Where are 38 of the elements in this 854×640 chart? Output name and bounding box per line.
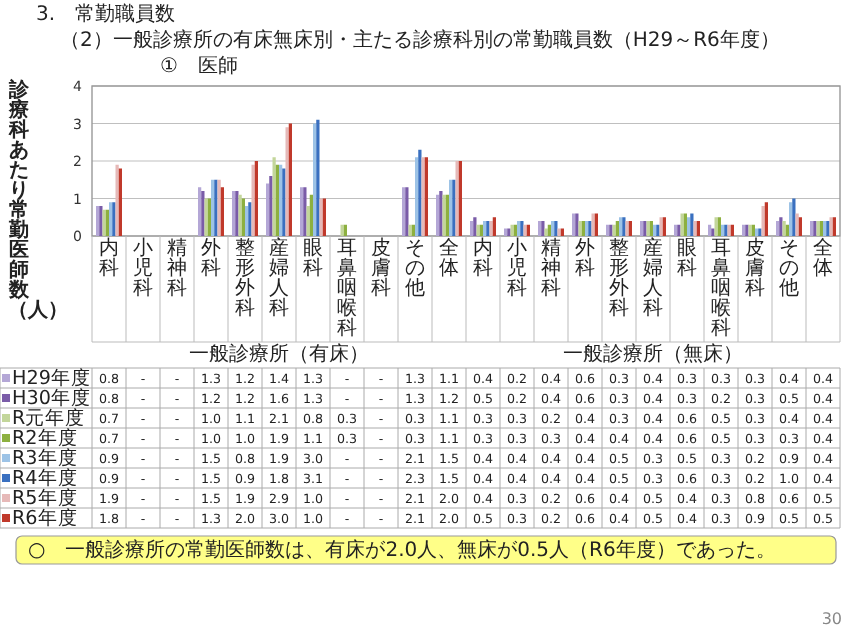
legend-label: R6年度 — [12, 507, 78, 529]
text: ① 医師 — [160, 56, 238, 78]
x-tick-label: 産婦人科 — [267, 238, 291, 320]
x-tick-label: 精神科 — [539, 238, 563, 300]
text: ○ 一般診療所の常勤医師数は、有床が2.0人、無床が0.5人（R6年度）であった。 — [28, 539, 776, 561]
x-tick-label: 整形外科 — [607, 238, 631, 320]
x-tick-label: 内科 — [97, 238, 121, 280]
text: 一般診療所（無床） — [561, 344, 745, 366]
x-tick-label: 内科 — [471, 238, 495, 280]
legend-label: H30年度 — [12, 387, 91, 409]
legend-label: R4年度 — [12, 467, 78, 489]
legend-label: R5年度 — [12, 487, 78, 509]
x-tick-label: 産婦人科 — [641, 238, 665, 320]
text: 30 — [821, 608, 842, 630]
x-tick-label: その他 — [777, 238, 801, 300]
x-tick-label: 整形外科 — [233, 238, 257, 320]
x-tick-label: 皮膚科 — [369, 238, 393, 300]
x-tick-label: 小児科 — [505, 238, 529, 300]
x-tick-label: 耳鼻咽喉科 — [709, 238, 733, 340]
legend-label: R元年度 — [12, 407, 86, 429]
chart-subtitle: （2）一般診療所の有床無床別・主たる診療科別の常勤職員数（H29～R6年度） — [60, 30, 780, 52]
x-tick-label: 外科 — [199, 238, 223, 280]
text: 診療科あたり常勤医師数（人） — [8, 80, 68, 322]
x-tick-label: その他 — [403, 238, 427, 300]
x-tick-label: 眼科 — [301, 238, 325, 280]
x-tick-label: 小児科 — [131, 238, 155, 300]
x-tick-label: 精神科 — [165, 238, 189, 300]
legend-label: R2年度 — [12, 427, 78, 449]
chart-title: 3. 常勤職員数 — [36, 4, 176, 26]
x-tick-label: 皮膚科 — [743, 238, 767, 300]
x-tick-label: 全体 — [811, 238, 835, 280]
x-tick-label: 眼科 — [675, 238, 699, 280]
x-tick-label: 全体 — [437, 238, 461, 280]
legend-label: H29年度 — [12, 367, 91, 389]
text: 一般診療所（有床） — [187, 344, 371, 366]
x-tick-label: 耳鼻咽喉科 — [335, 238, 359, 340]
legend-label: R3年度 — [12, 447, 78, 469]
x-tick-label: 外科 — [573, 238, 597, 280]
